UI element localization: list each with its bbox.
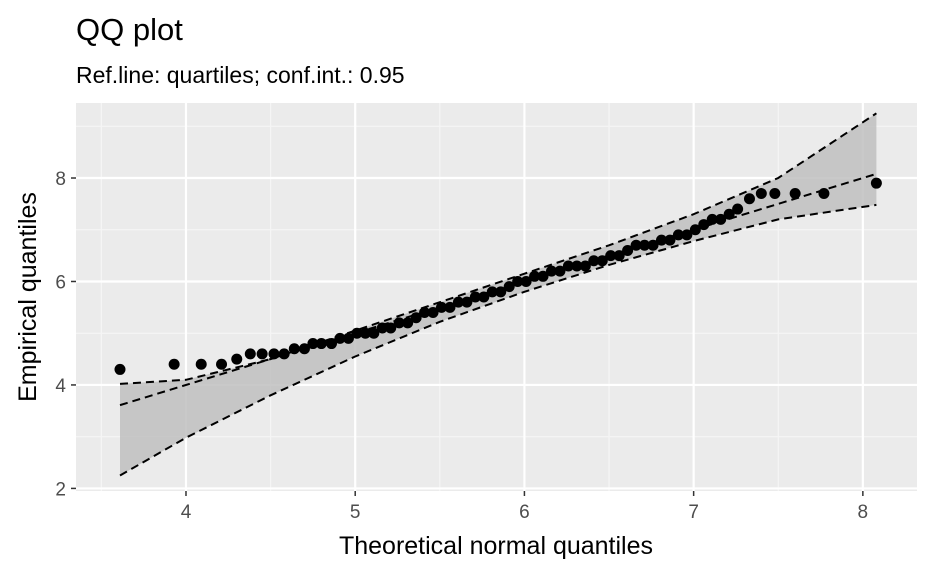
y-axis-ticks: 2 4 6 8: [55, 169, 76, 500]
x-axis-title: Theoretical normal quantiles: [339, 532, 653, 560]
confidence-upper-line: [119, 112, 877, 385]
x-tick-label: 5: [350, 502, 361, 523]
data-point: [307, 338, 319, 350]
chart-subtitle: Ref.line: quartiles; conf.int.: 0.95: [76, 62, 405, 88]
data-point: [495, 286, 507, 298]
data-point: [419, 307, 431, 319]
data-point: [672, 229, 684, 241]
data-point: [359, 327, 371, 339]
data-point: [195, 358, 207, 370]
data-point: [613, 250, 625, 262]
data-point: [231, 353, 243, 365]
data-point: [427, 307, 439, 319]
data-point: [444, 301, 456, 313]
data-point: [664, 234, 676, 246]
x-axis-ticks: 4 5 6 7 8: [181, 491, 868, 523]
y-tick-label: 6: [55, 272, 66, 293]
data-point: [315, 338, 327, 350]
data-point: [168, 358, 180, 370]
data-point: [368, 327, 380, 339]
data-point: [342, 332, 354, 344]
data-point: [503, 281, 515, 293]
data-point: [630, 239, 642, 251]
data-point: [639, 239, 651, 251]
data-point: [769, 188, 781, 200]
x-tick-label: 8: [858, 502, 869, 523]
data-point: [554, 265, 566, 277]
data-point: [529, 270, 541, 282]
data-points: [114, 177, 882, 375]
x-tick-label: 4: [181, 502, 192, 523]
y-tick-label: 2: [55, 479, 66, 500]
data-point: [689, 224, 701, 236]
data-point: [562, 260, 574, 272]
data-point: [732, 203, 744, 215]
data-point: [622, 244, 634, 256]
confidence-lower-line: [119, 203, 877, 477]
data-point: [789, 188, 801, 200]
data-point: [715, 213, 727, 225]
x-tick-label: 7: [688, 502, 699, 523]
data-point: [537, 270, 549, 282]
data-point: [436, 301, 448, 313]
data-point: [647, 239, 659, 251]
data-point: [545, 265, 557, 277]
data-point: [376, 322, 388, 334]
data-point: [334, 332, 346, 344]
data-point: [655, 234, 667, 246]
data-point: [512, 275, 524, 287]
data-point: [579, 260, 591, 272]
data-point: [755, 188, 767, 200]
data-point: [698, 219, 710, 231]
data-point: [461, 296, 473, 308]
data-point: [571, 260, 583, 272]
data-point: [706, 213, 718, 225]
data-point: [588, 255, 600, 267]
data-point: [520, 275, 532, 287]
data-point: [298, 343, 310, 355]
x-tick-label: 6: [519, 502, 530, 523]
data-point: [326, 338, 338, 350]
data-point: [244, 348, 256, 360]
data-point: [743, 193, 755, 205]
data-point: [288, 343, 300, 355]
data-point: [278, 348, 290, 360]
data-point: [256, 348, 268, 360]
y-tick-label: 4: [55, 376, 66, 397]
data-point: [478, 291, 490, 303]
data-point: [216, 358, 228, 370]
data-point: [452, 296, 464, 308]
data-point: [486, 286, 498, 298]
data-point: [469, 291, 481, 303]
data-point: [268, 348, 280, 360]
chart-title: QQ plot: [76, 12, 183, 47]
data-point: [681, 229, 693, 241]
data-point: [596, 255, 608, 267]
data-point: [114, 363, 126, 375]
data-point: [402, 317, 414, 329]
data-point: [723, 208, 735, 220]
data-point: [385, 322, 397, 334]
data-point: [818, 188, 830, 200]
data-point: [393, 317, 405, 329]
data-point: [351, 327, 363, 339]
data-point: [410, 312, 422, 324]
data-point: [870, 177, 882, 189]
minor-grid: [76, 103, 917, 491]
y-tick-label: 8: [55, 169, 66, 190]
y-axis-title: Empirical quantiles: [14, 192, 42, 402]
data-point: [605, 250, 617, 262]
